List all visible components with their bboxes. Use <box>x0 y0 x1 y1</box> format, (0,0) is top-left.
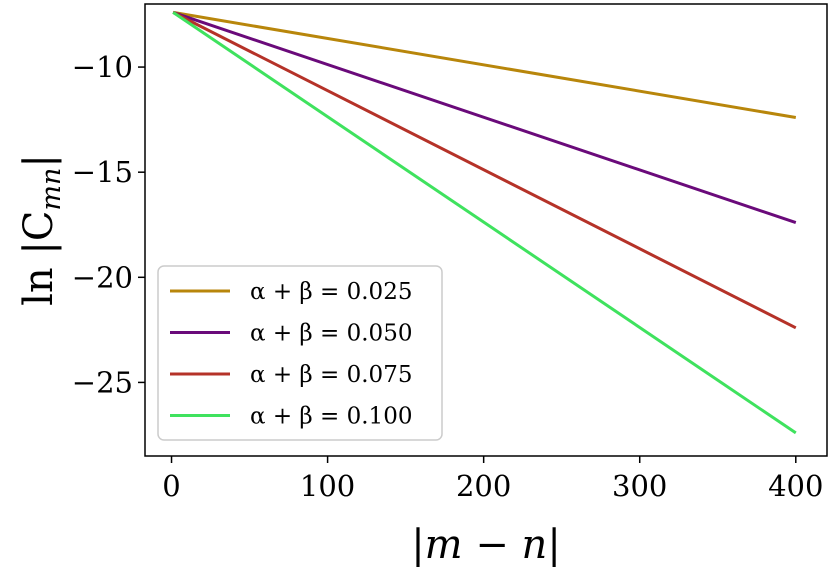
y-axis-title-suffix: | <box>16 154 62 167</box>
y-axis-title-subscript: mn <box>36 168 67 211</box>
x-tick-label: 0 <box>162 469 180 503</box>
x-tick-label: 100 <box>300 469 355 503</box>
legend-label-2: α + β = 0.050 <box>250 321 412 347</box>
series-line-2 <box>172 10 797 225</box>
legend-label-1: α + β = 0.025 <box>250 279 412 305</box>
x-tick-label: 200 <box>456 469 511 503</box>
y-axis-title: ln |Cmn| <box>16 154 67 306</box>
y-tick-label: −20 <box>72 260 133 294</box>
x-axis-title: |m − n| <box>411 522 561 567</box>
x-tick-label: 400 <box>768 469 823 503</box>
series-layer <box>172 10 797 435</box>
x-tick-label: 300 <box>612 469 667 503</box>
y-tick-label: −10 <box>72 50 133 84</box>
y-axis-title-main: ln |C <box>16 211 62 306</box>
y-axis: −10 −15 −20 −25 <box>72 50 145 399</box>
plot-frame <box>144 3 828 457</box>
legend-box <box>157 265 443 441</box>
x-axis: 0 100 200 300 400 <box>162 456 823 503</box>
y-tick-label: −15 <box>72 155 133 189</box>
y-tick-label: −25 <box>72 365 133 399</box>
legend-label-3: α + β = 0.075 <box>250 362 412 388</box>
series-line-3 <box>172 11 797 330</box>
legend: α + β = 0.025 α + β = 0.050 α + β = 0.075 α… <box>157 265 443 441</box>
legend-label-4: α + β = 0.100 <box>250 404 412 430</box>
series-line-4 <box>172 11 797 435</box>
series-line-1 <box>172 10 797 119</box>
